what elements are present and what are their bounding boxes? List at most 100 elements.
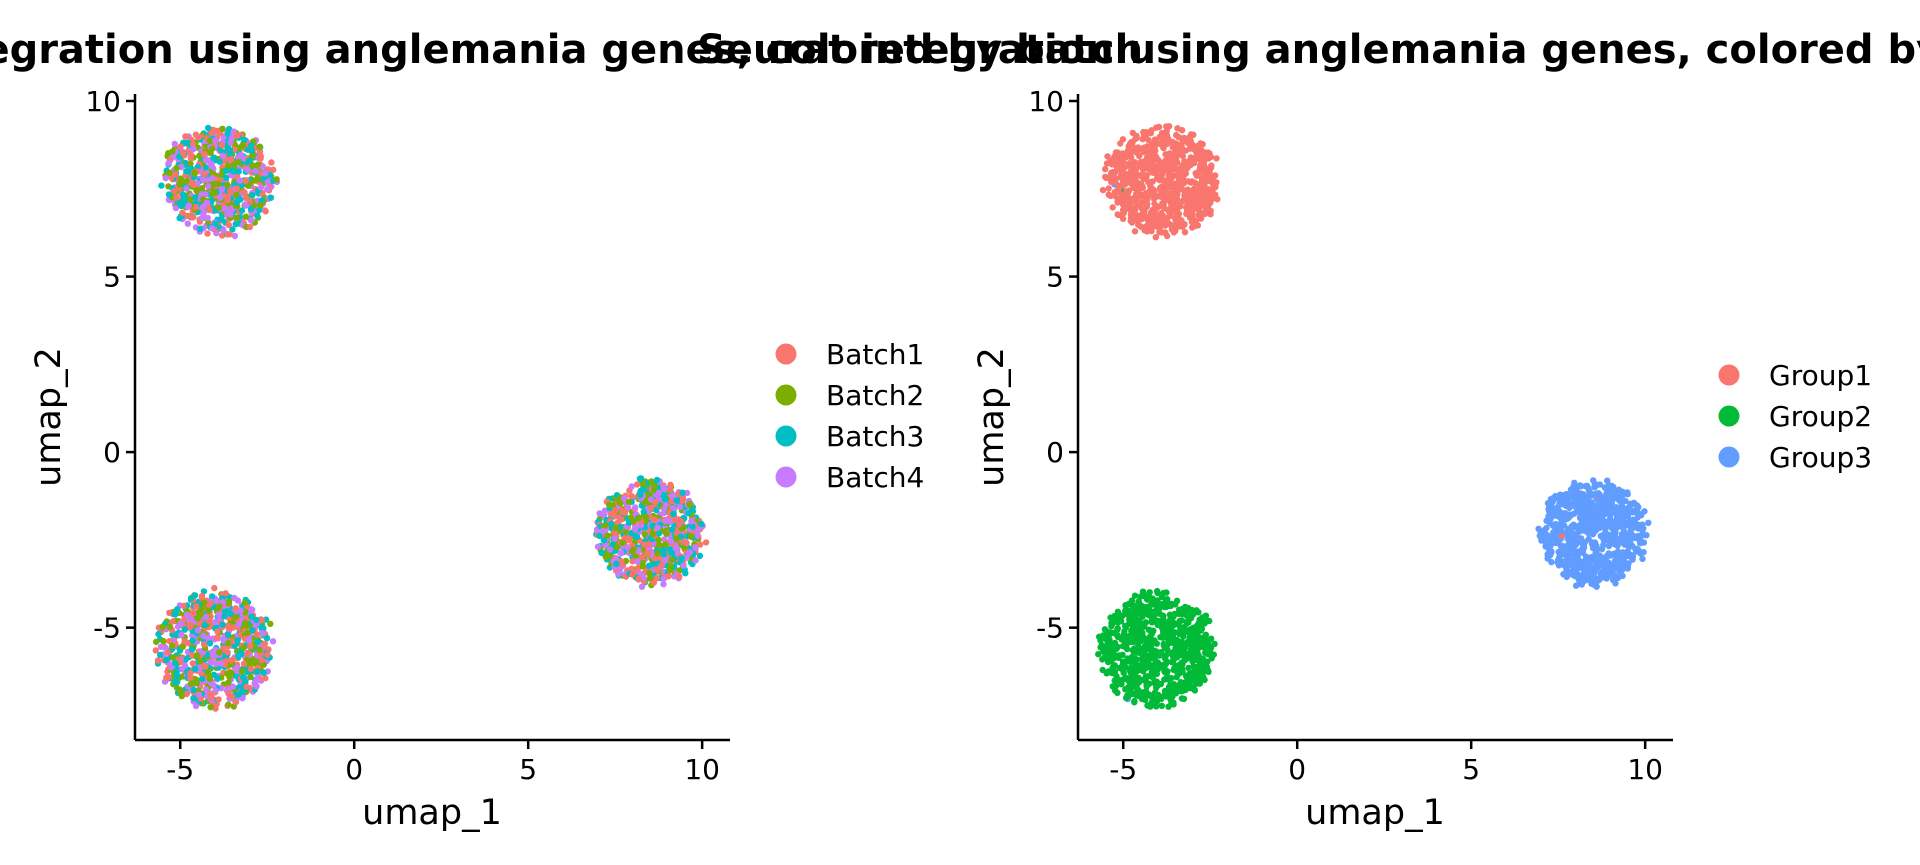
data-point [1198, 174, 1206, 182]
data-point [215, 611, 222, 618]
data-point [212, 687, 219, 694]
data-point [646, 574, 654, 581]
data-point [189, 609, 196, 617]
legend-label: Batch2 [826, 379, 924, 412]
data-point [1615, 486, 1623, 493]
legend-label: Group2 [1769, 400, 1872, 433]
legend-swatch [775, 343, 797, 365]
data-point [1144, 673, 1151, 680]
data-point [1114, 211, 1121, 218]
data-point [1137, 223, 1145, 230]
data-point [257, 202, 264, 209]
data-point [246, 223, 254, 231]
data-point [1114, 689, 1121, 696]
data-point [253, 683, 260, 690]
data-point [1638, 512, 1645, 519]
data-point [1146, 655, 1153, 663]
data-point [247, 673, 254, 681]
data-point [620, 495, 628, 502]
data-point [190, 145, 197, 153]
legend-label: Batch1 [826, 338, 924, 371]
data-point [1116, 182, 1123, 189]
data-point [1187, 684, 1195, 691]
data-point [1163, 623, 1170, 630]
data-point [637, 475, 645, 482]
data-point [210, 682, 217, 689]
data-point [1138, 182, 1146, 189]
data-point [207, 659, 215, 666]
data-point [235, 691, 242, 698]
data-point [263, 635, 271, 642]
data-point [612, 507, 619, 514]
x-tick-label: 0 [1288, 753, 1306, 786]
data-point [183, 168, 190, 175]
data-point [654, 567, 662, 574]
data-point [1624, 548, 1631, 555]
data-point [234, 637, 241, 644]
data-point [1103, 651, 1110, 659]
data-point [218, 186, 226, 193]
data-point [165, 160, 172, 167]
data-point [594, 543, 602, 550]
data-point [1113, 645, 1120, 652]
data-point [1120, 662, 1128, 669]
data-point [1134, 195, 1141, 202]
y-tick-label: 0 [1046, 436, 1064, 469]
data-point [1586, 519, 1593, 526]
data-point [1603, 502, 1610, 509]
data-point [247, 642, 254, 650]
data-point [225, 221, 232, 228]
data-point [613, 560, 620, 568]
data-point [183, 178, 190, 185]
data-point [1542, 540, 1550, 547]
data-point [172, 660, 179, 667]
data-point [1624, 563, 1632, 570]
data-point [1143, 143, 1151, 150]
data-point [1590, 477, 1597, 484]
data-point [1181, 645, 1189, 652]
data-point [208, 197, 215, 205]
data-point [159, 623, 166, 631]
data-point [238, 207, 246, 214]
umap-panel-group: Seurat integration using anglemania gene… [697, 27, 1920, 833]
data-point [1631, 500, 1638, 508]
data-point [216, 649, 223, 656]
data-point [155, 630, 162, 638]
data-point [671, 516, 679, 523]
data-point [1176, 606, 1183, 613]
data-point [211, 154, 218, 161]
data-point [1107, 614, 1114, 621]
data-point [1112, 682, 1120, 689]
data-point [661, 509, 668, 516]
x-tick-label: 5 [519, 753, 537, 786]
data-point [1114, 199, 1121, 206]
y-tick-label: 0 [103, 436, 121, 469]
data-point [165, 150, 172, 157]
data-point [1543, 524, 1550, 532]
data-point [229, 683, 236, 690]
data-point [1118, 193, 1125, 201]
data-point [599, 527, 607, 535]
data-point [252, 167, 259, 175]
data-point [248, 147, 255, 154]
data-point [1614, 507, 1621, 514]
data-point [243, 683, 250, 690]
data-point [212, 137, 219, 144]
data-point [637, 491, 644, 499]
data-point [1611, 572, 1619, 580]
data-point [208, 694, 215, 701]
data-point [188, 651, 196, 659]
data-point [1101, 633, 1108, 640]
data-point [191, 194, 199, 201]
data-point [1146, 589, 1153, 596]
x-tick-label: 10 [1627, 753, 1663, 786]
data-point [172, 204, 180, 212]
data-point [218, 685, 225, 692]
data-point [600, 537, 608, 544]
data-point [1558, 532, 1565, 539]
data-point [1568, 541, 1575, 548]
data-point [247, 665, 255, 673]
data-point [1133, 149, 1140, 156]
data-point [1203, 170, 1210, 177]
data-point [1620, 509, 1628, 516]
